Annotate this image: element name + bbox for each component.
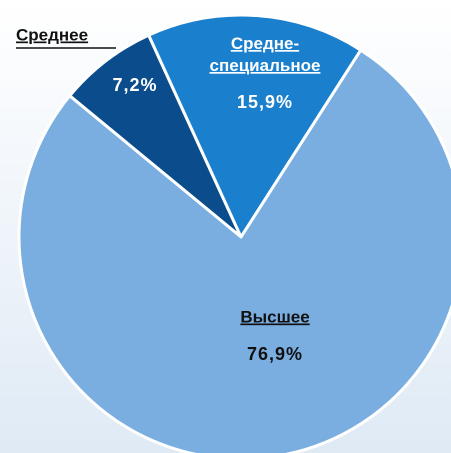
category-label: Среднее bbox=[16, 25, 88, 44]
value-label: 15,9% bbox=[237, 92, 293, 112]
category-line: специальное bbox=[210, 56, 321, 75]
value-label: 7,2% bbox=[112, 75, 157, 95]
slices bbox=[17, 13, 451, 453]
value-label: 76,9% bbox=[247, 344, 303, 364]
category-label: Средне-специальное bbox=[210, 34, 321, 75]
labels: Среднее 7,2% Средне-специальное 15,9% Высшее… bbox=[16, 25, 320, 363]
category-line: Средне- bbox=[231, 34, 299, 53]
category-label: Высшее bbox=[240, 307, 309, 326]
pie-slice bbox=[68, 33, 243, 239]
pie-slice bbox=[17, 48, 451, 453]
pie-slice bbox=[147, 13, 363, 239]
